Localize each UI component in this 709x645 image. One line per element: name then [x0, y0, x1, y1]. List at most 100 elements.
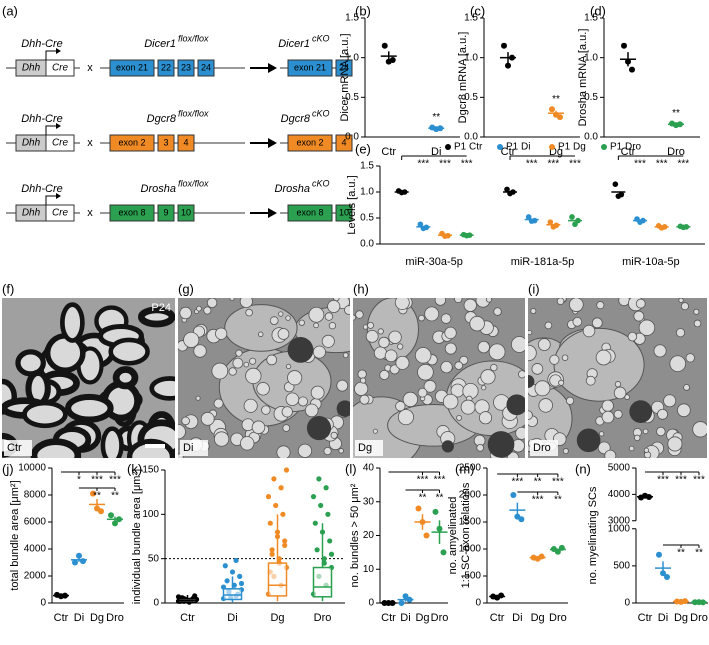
axon — [243, 398, 258, 413]
x-tick-label: Di — [227, 612, 237, 624]
point — [415, 505, 422, 512]
point — [538, 553, 545, 560]
exon — [177, 204, 195, 222]
axon — [667, 436, 683, 452]
exon — [177, 134, 195, 152]
allele-label: cKO — [312, 108, 330, 118]
exon — [335, 204, 353, 222]
point — [323, 485, 329, 491]
y-axis-label: Dgcr8 mRNA [a.u.] — [457, 32, 469, 124]
axon — [211, 362, 229, 380]
y-tick-label: 40 — [363, 463, 375, 474]
x-tick-label: Ctr — [621, 146, 636, 158]
point — [432, 508, 439, 515]
y-axis-label: no. myelinating SCs — [587, 486, 599, 584]
axon — [281, 406, 293, 418]
axon — [692, 421, 707, 438]
axon — [304, 403, 319, 418]
axon — [528, 410, 533, 420]
x-tick-label: Ctr — [381, 146, 396, 158]
axon — [618, 298, 630, 307]
significance: ** — [93, 491, 101, 502]
axon — [477, 340, 490, 354]
point — [267, 520, 273, 526]
axon — [228, 367, 237, 376]
axon — [359, 377, 367, 384]
y-tick-label: 1.5 — [464, 13, 478, 24]
significance: ** — [436, 493, 444, 504]
axon — [490, 363, 498, 372]
dark-cell — [528, 375, 535, 388]
axon — [257, 331, 264, 338]
axon — [266, 354, 278, 366]
x-tick-label: Dg — [90, 612, 104, 624]
axon — [388, 330, 402, 344]
axon — [285, 315, 291, 321]
point — [656, 551, 662, 558]
axon — [183, 331, 200, 348]
significance: *** — [569, 159, 581, 170]
axon — [538, 398, 553, 413]
axon — [377, 328, 384, 335]
panel-label: (m) — [455, 461, 475, 476]
point — [328, 551, 335, 557]
axon — [657, 408, 669, 420]
y-tick-label: 1.5 — [360, 161, 374, 172]
point — [557, 114, 563, 121]
point — [318, 502, 324, 509]
point — [664, 574, 670, 581]
x-tick-label: miR-181a-5p — [511, 256, 575, 268]
panel-label: (e) — [355, 141, 371, 156]
axon — [628, 445, 635, 452]
micrograph: Di — [178, 298, 350, 458]
driver-label: Dhh-Cre — [21, 38, 63, 50]
promoter-arrow — [45, 195, 56, 205]
axon — [239, 298, 253, 309]
x-tick-label: Dg — [674, 612, 688, 624]
axon — [693, 319, 702, 328]
significance: ** — [677, 548, 685, 559]
myelinated-axon — [108, 337, 150, 366]
y-tick-label: 0.0 — [584, 132, 598, 143]
panel-label: (a) — [2, 3, 18, 18]
x-tick-label: Dro — [106, 612, 124, 624]
point — [224, 578, 230, 584]
significance: * — [77, 475, 81, 486]
myelinated-axon — [112, 366, 139, 390]
y-tick-label: 30 — [363, 496, 375, 507]
exon — [335, 134, 353, 152]
axon — [442, 393, 459, 410]
axon — [354, 381, 369, 396]
arrowhead — [268, 208, 277, 218]
axon — [528, 344, 537, 362]
exon — [197, 59, 215, 77]
axon — [397, 343, 404, 350]
allele-label: cKO — [312, 33, 330, 43]
panel-label: (k) — [127, 461, 142, 476]
axon — [394, 298, 410, 310]
micrograph: Dg — [353, 298, 525, 458]
micrograph-label: Ctr — [7, 442, 22, 454]
axon — [633, 310, 645, 322]
x-tick-label: Di — [658, 612, 668, 624]
significance: *** — [109, 475, 121, 486]
gene-label: Dicer1 — [144, 38, 176, 50]
micrograph-label: Di — [183, 442, 193, 454]
exon-label: exon 8 — [118, 207, 145, 217]
x-tick-label: Di — [431, 146, 441, 158]
x-tick-label: Ctr — [54, 612, 69, 624]
axon — [663, 394, 677, 408]
axon — [678, 298, 684, 303]
axon — [327, 299, 341, 313]
axon — [656, 426, 666, 437]
axon — [338, 448, 344, 454]
myelinated-axon — [22, 400, 68, 429]
significance: ** — [111, 491, 119, 502]
point — [440, 549, 447, 556]
axon — [384, 349, 398, 363]
arrowhead — [56, 48, 61, 54]
axon — [677, 403, 691, 418]
exon — [109, 134, 155, 152]
x-tick-label: Ctr — [381, 612, 396, 624]
